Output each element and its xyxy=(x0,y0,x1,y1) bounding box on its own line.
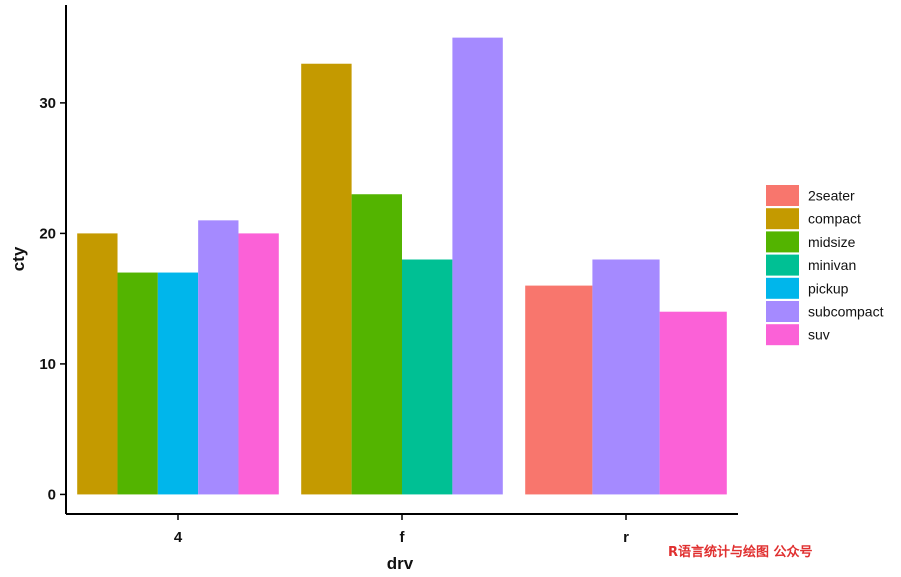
bar-f-subcompact xyxy=(452,37,503,495)
bar-f-midsize xyxy=(351,194,402,495)
legend-label-compact: compact xyxy=(808,211,861,227)
bar-r-subcompact xyxy=(592,259,660,495)
x-tick-label-f: f xyxy=(400,529,406,546)
x-tick-label-4: 4 xyxy=(174,529,183,546)
legend-key-minivan xyxy=(766,254,799,276)
legend-label-2seater: 2seater xyxy=(808,188,855,204)
y-axis-title: cty xyxy=(9,246,28,271)
bar-f-minivan xyxy=(402,259,453,495)
bar-4-pickup xyxy=(157,272,199,495)
bar-4-compact xyxy=(77,233,118,495)
y-tick-label-10: 10 xyxy=(39,356,56,373)
watermark-text: R语言统计与绘图 公众号 xyxy=(668,544,813,560)
legend-label-pickup: pickup xyxy=(808,280,849,296)
legend-key-pickup xyxy=(766,277,799,299)
legend-key-compact xyxy=(766,208,799,230)
legend-label-subcompact: subcompact xyxy=(808,304,884,320)
bar-r-2seater xyxy=(525,285,593,495)
x-axis-title: drv xyxy=(387,554,414,573)
bar-4-midsize xyxy=(117,272,158,495)
x-tick-label-r: r xyxy=(623,529,629,546)
legend-key-2seater xyxy=(766,185,799,206)
legend-label-suv: suv xyxy=(808,327,830,343)
legend-key-subcompact xyxy=(766,301,799,322)
y-tick-label-20: 20 xyxy=(39,225,56,242)
bars-layer xyxy=(77,37,727,495)
bar-4-suv xyxy=(238,233,279,495)
y-tick-label-0: 0 xyxy=(48,486,56,503)
legend-label-midsize: midsize xyxy=(808,234,856,250)
bar-4-subcompact xyxy=(198,220,239,495)
legend-key-midsize xyxy=(766,231,799,253)
bar-r-suv xyxy=(659,311,727,495)
y-ticks: 0 10 20 30 xyxy=(39,95,66,503)
y-tick-label-30: 30 xyxy=(39,95,56,112)
x-ticks: 4 f r xyxy=(174,514,629,546)
legend-key-suv xyxy=(766,324,799,346)
legend-label-minivan: minivan xyxy=(808,257,856,273)
bar-f-compact xyxy=(301,63,352,495)
legend: 2seater compact midsize minivan pickup subcom… xyxy=(766,185,884,346)
